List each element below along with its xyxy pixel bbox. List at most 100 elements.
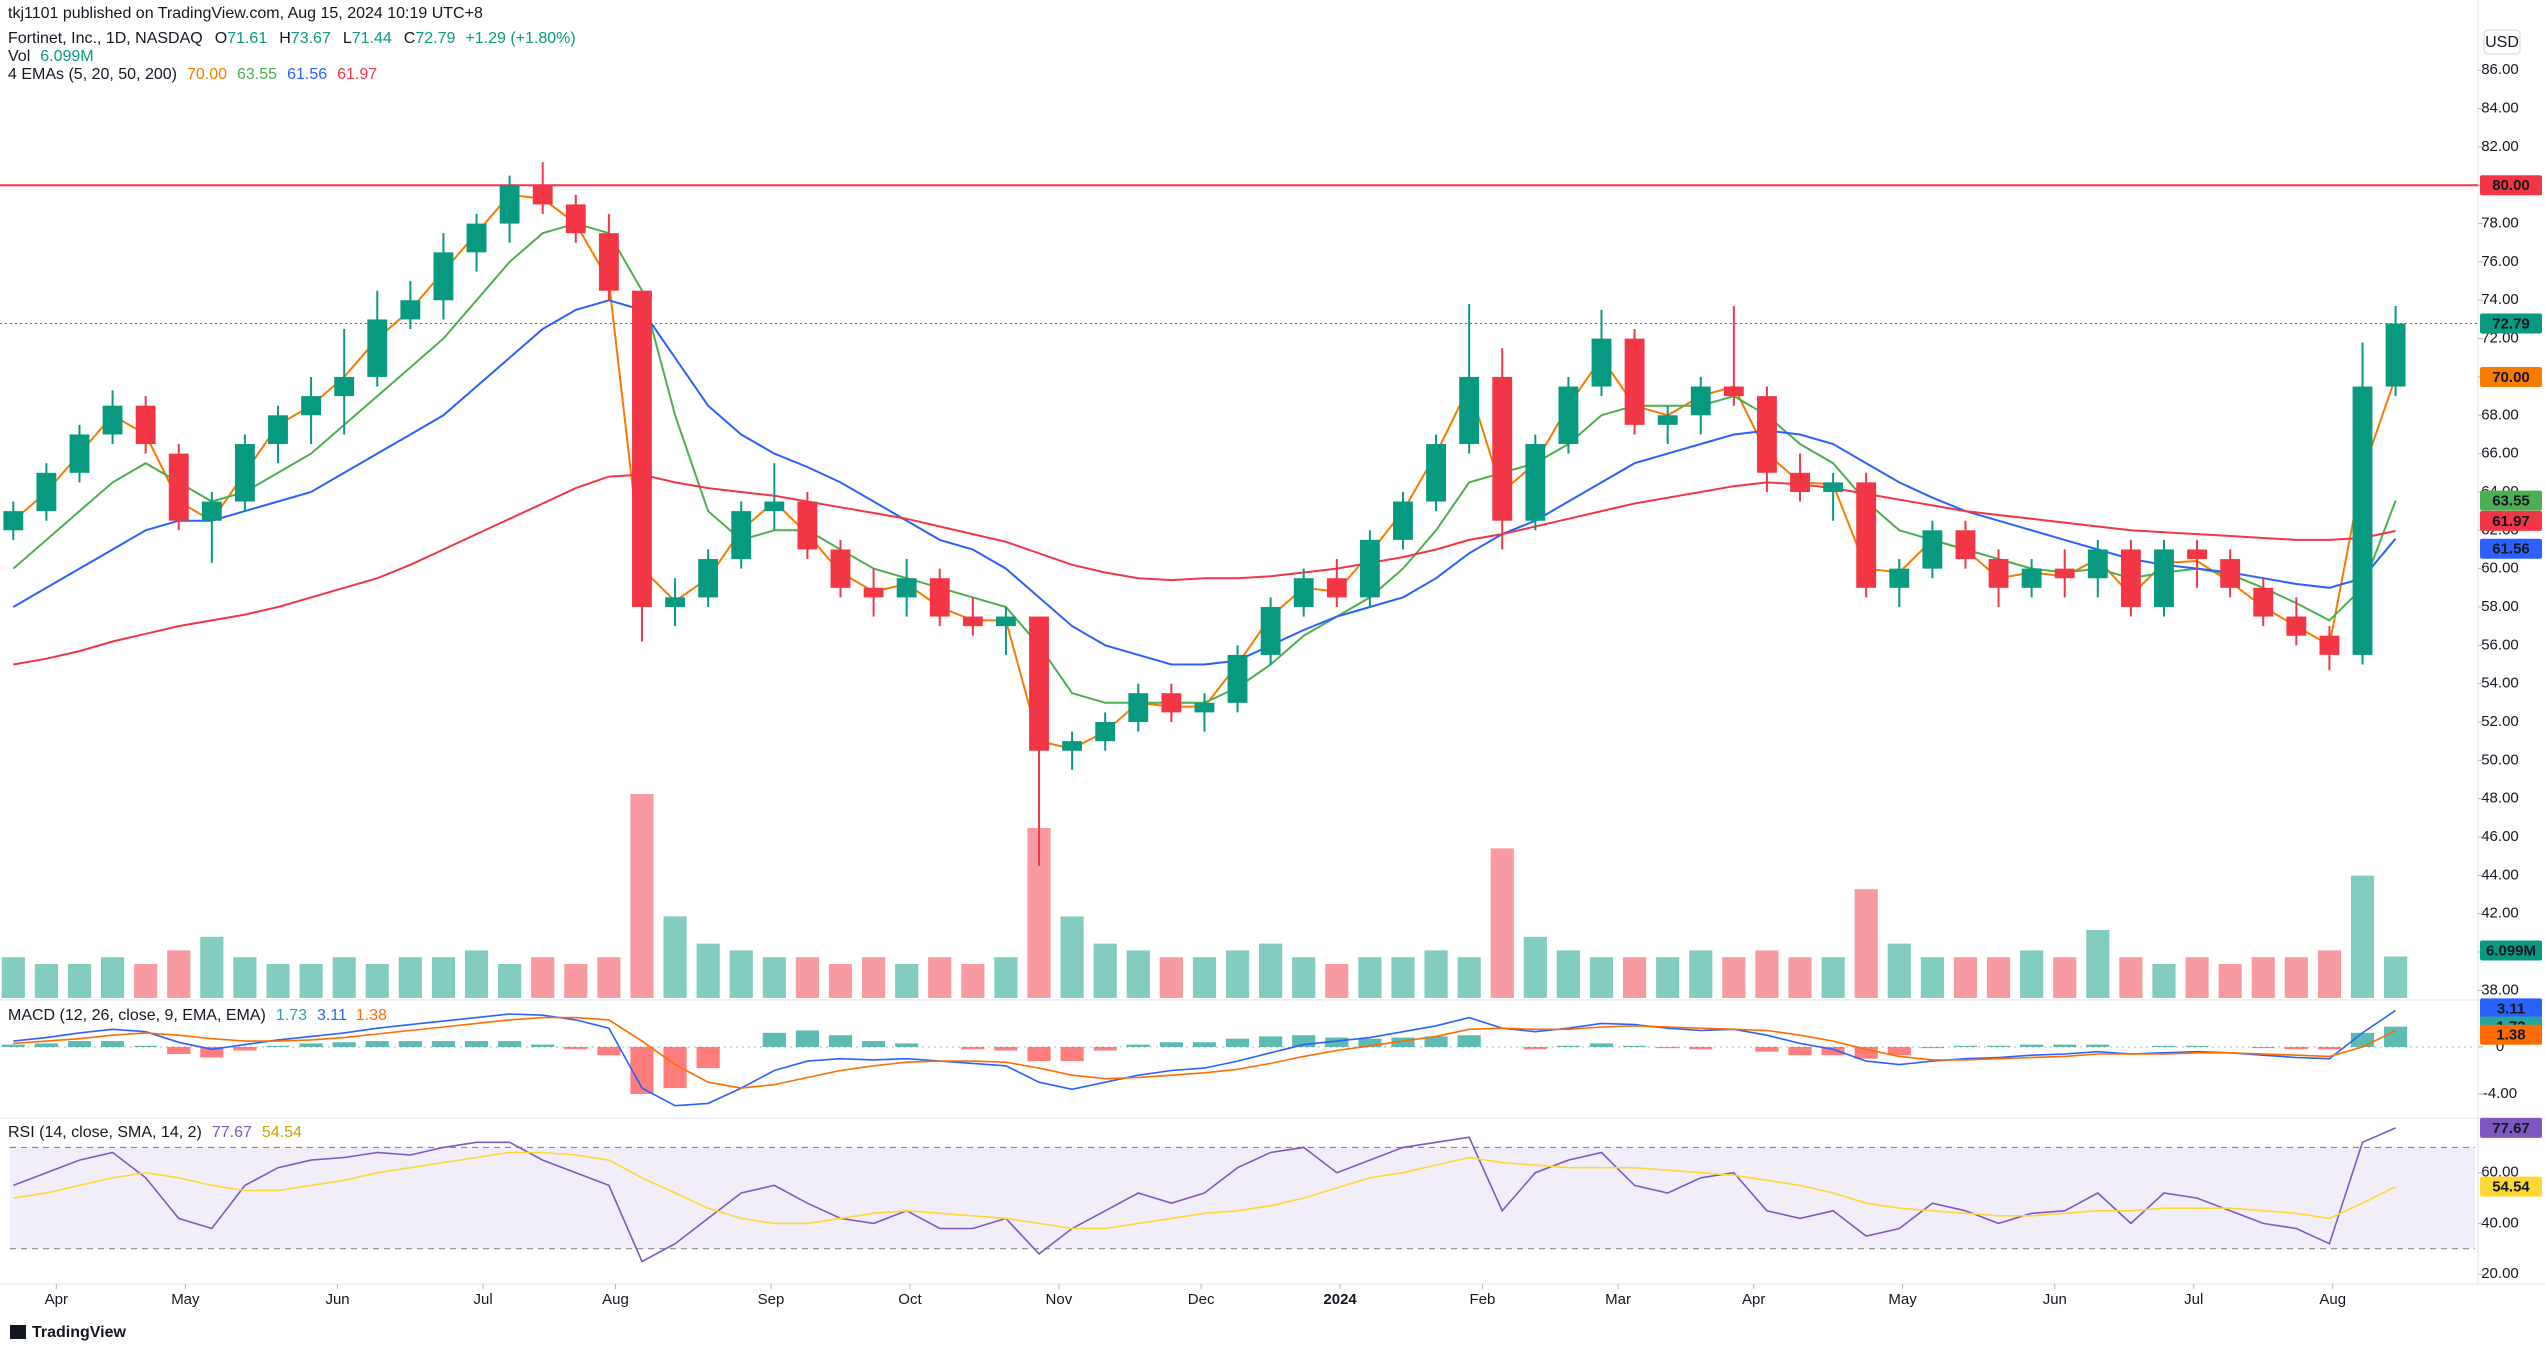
candle-body	[1359, 539, 1380, 598]
volume-bar	[961, 964, 985, 998]
volume-bar	[2251, 957, 2275, 998]
footer-logo[interactable]: TradingView	[10, 1324, 127, 1341]
volume-bar	[1755, 950, 1779, 998]
volume-bar	[1623, 957, 1647, 998]
candle-body	[1095, 721, 1116, 742]
y-tick-label: -4.00	[2483, 1085, 2517, 1102]
macd-histogram-bar	[1225, 1038, 1250, 1047]
rsi-readout: 54.54	[262, 1124, 302, 1141]
ema-readout: 70.00	[187, 66, 227, 83]
readout-value: 71.61	[227, 30, 267, 47]
macd-histogram-bar	[2251, 1046, 2275, 1049]
price-badge-label: 3.11	[2497, 1000, 2525, 1017]
ema-line	[12, 299, 2397, 666]
x-tick-label: Aug	[2319, 1291, 2346, 1308]
x-tick-label: May	[1888, 1291, 1917, 1308]
y-tick-label: 40.00	[2481, 1214, 2519, 1231]
volume-bar	[2384, 956, 2408, 998]
macd-histogram-bar	[597, 1046, 621, 1056]
volume-bar	[2020, 950, 2044, 998]
candle-body	[665, 597, 685, 607]
footer-brand[interactable]: TradingView	[32, 1324, 127, 1341]
y-tick-label: 86.00	[2481, 61, 2519, 78]
candle-body	[1029, 616, 1049, 751]
candle-body	[1194, 702, 1215, 713]
volume-bar	[1391, 957, 1415, 998]
candle-body	[2187, 549, 2207, 560]
y-tick-label: 60.00	[2481, 560, 2519, 577]
x-tick-label: Apr	[45, 1291, 68, 1308]
volume-bar	[34, 964, 58, 998]
volume-bar	[828, 964, 853, 998]
ema-legend: 4 EMAs (5, 20, 50, 200) 70.00 63.55 61.56 61…	[8, 66, 377, 83]
price-badge-label: 63.55	[2492, 493, 2530, 510]
y-tick-label: 38.00	[2481, 981, 2519, 998]
x-tick-label: Jun	[325, 1291, 349, 1308]
macd-histogram-bar	[167, 1046, 191, 1055]
price-badge	[2480, 490, 2542, 511]
candle-body	[466, 223, 487, 253]
candle-body	[1161, 693, 1182, 713]
volume-bar	[2185, 957, 2209, 998]
candle-body	[135, 405, 156, 445]
volume-bar	[1159, 957, 1183, 998]
price-badge-label: 72.79	[2492, 315, 2530, 332]
y-tick-label: 56.00	[2481, 636, 2519, 653]
readout-key: C	[404, 30, 416, 47]
volume-bar	[1424, 950, 1448, 998]
macd-histogram-bar	[1986, 1045, 2011, 1047]
macd-readout: 1.73	[276, 1007, 307, 1024]
macd-legend: MACD (12, 26, close, 9, EMA, EMA) 1.73 3.1…	[8, 1007, 387, 1024]
volume-bar	[2119, 957, 2143, 998]
candle-body	[1823, 482, 1844, 492]
candle-body	[996, 616, 1016, 627]
candle-body	[1293, 578, 1314, 607]
macd-histogram-bar	[1424, 1036, 1448, 1047]
volume-bar	[431, 957, 456, 998]
volume-bar	[1126, 950, 1150, 998]
macd-histogram-bar	[961, 1046, 985, 1050]
macd-histogram-bar	[994, 1046, 1018, 1051]
y-tick-label: 0	[2496, 1038, 2504, 1055]
candle-body	[367, 319, 388, 377]
candle-body	[2154, 549, 2174, 607]
macd-histogram-bar	[531, 1044, 555, 1047]
volume-bar	[2152, 964, 2176, 998]
currency[interactable]: USD	[2485, 34, 2519, 51]
volume-bar	[1225, 950, 1250, 998]
price-badge	[2480, 175, 2542, 196]
logo-mark[interactable]	[10, 1325, 26, 1339]
macd-histogram-bar	[1292, 1035, 1316, 1047]
volume-bar	[1788, 957, 1812, 998]
volume-bar	[630, 794, 654, 998]
volume-bar	[1523, 936, 1547, 998]
macd-histogram-bar	[795, 1030, 819, 1047]
macd-histogram-bar	[2020, 1044, 2044, 1047]
price-badge	[2480, 366, 2542, 387]
volume-bar	[1325, 964, 1349, 998]
candle-body	[764, 501, 785, 512]
candle-body	[863, 587, 884, 598]
currency-box[interactable]	[2483, 29, 2521, 55]
candle-body	[334, 376, 355, 397]
volume-bar	[861, 957, 886, 998]
volume-bar	[332, 957, 356, 998]
macd-histogram-bar	[1854, 1046, 1878, 1059]
volume-bar	[1457, 957, 1481, 998]
y-tick-label: 46.00	[2481, 828, 2519, 845]
volume-bar	[1556, 950, 1580, 998]
readout-key: H	[279, 30, 291, 47]
y-tick-label: 54.00	[2481, 675, 2519, 692]
candle-body	[2286, 616, 2307, 636]
macd-histogram-bar	[1623, 1045, 1647, 1047]
volume-bar	[498, 964, 522, 998]
macd-histogram-bar	[696, 1046, 720, 1069]
volume-bar	[663, 916, 687, 998]
ema-line	[13, 473, 2396, 666]
macd-readout: 1.38	[356, 1007, 387, 1024]
volume-bar	[464, 950, 489, 998]
candle-body	[2253, 587, 2274, 617]
price-badge	[2480, 1117, 2542, 1138]
candle-body	[2021, 568, 2042, 588]
